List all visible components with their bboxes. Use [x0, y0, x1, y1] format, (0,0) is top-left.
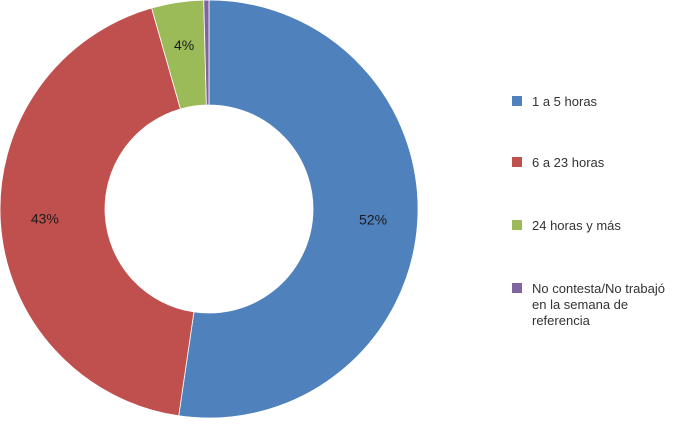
legend-swatch-2	[512, 157, 522, 167]
legend-swatch-3	[512, 220, 522, 230]
slice-4	[203, 0, 210, 106]
data-label-1: 52%	[359, 212, 387, 228]
legend-item-2: 6 a 23 horas	[512, 155, 605, 170]
legend-swatch-4	[512, 283, 522, 293]
legend-item-4: No contesta/No trabajó en la semana de ref…	[512, 281, 665, 328]
legend-label-4: No contesta/No trabajó en la semana de ref…	[532, 281, 665, 328]
data-label-2: 43%	[31, 211, 59, 227]
data-label-3: 4%	[174, 37, 194, 53]
legend-item-1: 1 a 5 horas	[512, 94, 598, 109]
legend-swatch-1	[512, 96, 522, 106]
legend-label-1: 1 a 5 horas	[532, 94, 598, 109]
chart-slices	[0, 0, 419, 419]
legend-label-3: 24 horas y más	[532, 218, 621, 233]
slice-2	[0, 7, 195, 417]
chart-data-labels: 52% 43% 4%	[31, 37, 387, 228]
chart-legend: 1 a 5 horas 6 a 23 horas 24 horas y más No …	[512, 94, 665, 328]
legend-label-2: 6 a 23 horas	[532, 155, 605, 170]
slice-1	[178, 0, 419, 419]
legend-item-3: 24 horas y más	[512, 218, 621, 233]
